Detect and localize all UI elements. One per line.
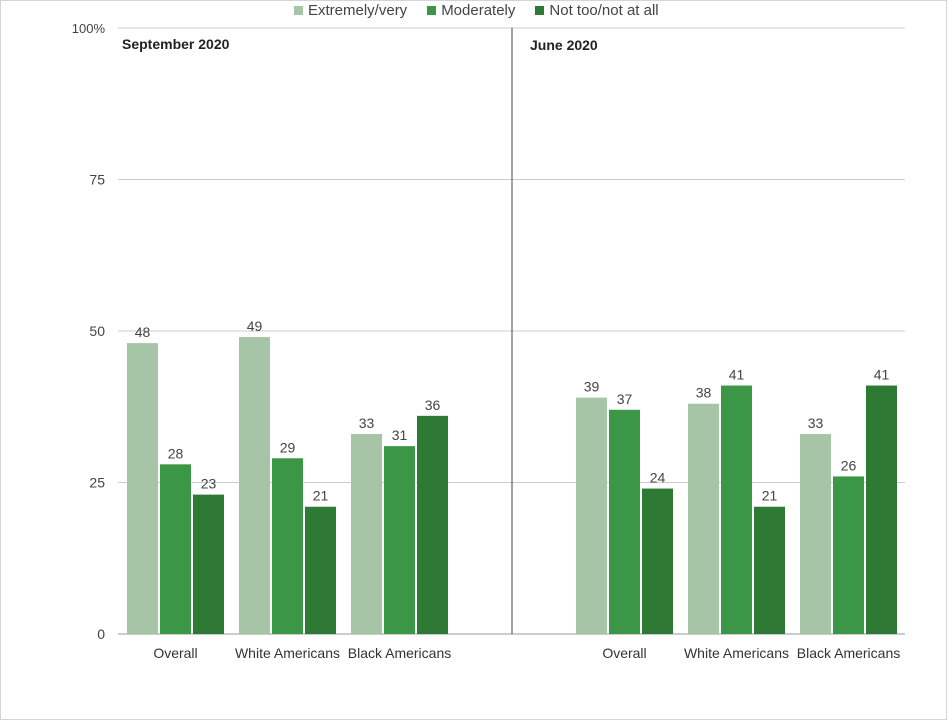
bar — [417, 415, 448, 634]
bar — [127, 343, 158, 634]
legend-item-extremely-very: Extremely/very — [294, 2, 407, 19]
bar — [866, 385, 897, 634]
legend-label: Not too/not at all — [549, 2, 659, 19]
legend-label: Extremely/very — [308, 2, 408, 19]
bar — [239, 337, 270, 634]
data-label: 29 — [280, 439, 296, 455]
y-tick-label: 50 — [89, 323, 105, 339]
bar — [272, 458, 303, 634]
data-label: 33 — [808, 415, 824, 431]
data-label: 37 — [617, 391, 633, 407]
bar — [351, 434, 382, 634]
bar — [642, 488, 673, 634]
data-label: 48 — [135, 324, 151, 340]
bar — [833, 476, 864, 634]
category-label: Black Americans — [348, 645, 451, 661]
data-label: 38 — [696, 385, 712, 401]
category-label: Overall — [602, 645, 646, 661]
y-tick-label: 0 — [97, 626, 105, 642]
legend-swatch-moderately — [427, 6, 437, 15]
bar — [609, 409, 640, 634]
category-label: White Americans — [684, 645, 789, 661]
category-label: White Americans — [235, 645, 340, 661]
data-label: 26 — [841, 457, 857, 473]
bar — [688, 403, 719, 634]
category-label: Overall — [153, 645, 197, 661]
category-label: Black Americans — [797, 645, 900, 661]
legend-swatch-not-too — [535, 6, 545, 15]
data-label: 28 — [168, 445, 184, 461]
bar — [576, 397, 607, 634]
data-label: 31 — [392, 427, 408, 443]
data-label: 21 — [313, 488, 329, 504]
bar — [305, 506, 336, 634]
data-label: 23 — [201, 476, 217, 492]
legend-item-moderately: Moderately — [427, 2, 515, 19]
data-label: 33 — [359, 415, 375, 431]
bar — [193, 494, 224, 634]
data-label: 21 — [762, 488, 778, 504]
data-label: 24 — [650, 470, 666, 486]
panel-title-june-2020: June 2020 — [530, 37, 598, 53]
y-tick-label: 75 — [89, 172, 105, 188]
legend-label: Moderately — [441, 2, 516, 19]
bar — [800, 434, 831, 634]
data-label: 39 — [584, 379, 600, 395]
data-label: 36 — [425, 397, 441, 413]
bar — [754, 506, 785, 634]
legend-swatch-extremely-very — [294, 6, 303, 15]
legend-item-not-too: Not too/not at all — [535, 2, 659, 19]
legend: Extremely/very Moderately Not too/not at… — [294, 2, 679, 19]
bar — [721, 385, 752, 634]
data-label: 49 — [247, 318, 263, 334]
bar — [384, 446, 415, 634]
y-tick-label: 25 — [89, 475, 105, 491]
panel-title-september-2020: September 2020 — [122, 36, 230, 52]
bar — [160, 464, 191, 634]
data-label: 41 — [729, 367, 745, 383]
y-tick-label: 100% — [72, 21, 106, 36]
data-label: 41 — [874, 367, 890, 383]
